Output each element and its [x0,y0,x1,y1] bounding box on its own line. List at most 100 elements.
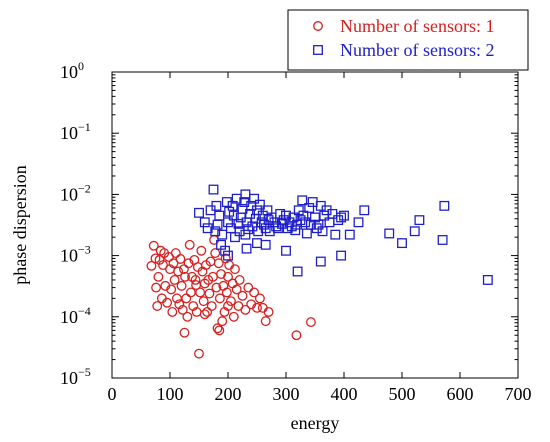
data-point [397,238,407,249]
data-point [223,250,233,261]
y-tick-label: 10−5 [60,365,91,388]
data-point [174,299,185,310]
legend-label-series-2: Number of sensors: 2 [340,40,494,60]
data-point [173,266,184,277]
data-point [252,238,262,249]
data-point [223,217,233,228]
x-tick-label: 300 [273,384,300,404]
data-point [168,258,179,269]
data-point [240,229,251,240]
data-point [181,293,192,304]
data-point [290,225,301,236]
data-points [146,184,493,359]
legend-marker-series-1 [313,21,323,31]
data-point [194,348,204,359]
data-point [151,282,162,293]
data-point [353,217,364,228]
data-point [206,301,217,311]
data-point [191,280,202,291]
x-tick-label: 600 [447,384,474,404]
data-point [301,228,312,239]
data-point [311,223,322,234]
data-point [243,282,254,293]
data-point [281,245,291,256]
data-point [271,221,282,232]
data-point [310,212,320,223]
data-point [172,293,182,304]
data-point [260,239,271,250]
data-point [214,325,225,336]
data-point [204,288,215,299]
data-point [298,210,309,221]
data-point [183,258,194,269]
data-point [177,304,188,315]
x-tick-label: 100 [157,384,184,404]
data-point [180,271,191,282]
data-point [225,296,236,307]
data-point [241,243,252,254]
data-point [166,284,177,295]
data-point [291,330,302,341]
x-tick-label: 400 [331,384,358,404]
data-point [187,271,197,282]
x-tick-label: 700 [505,384,532,404]
data-point [260,316,271,327]
data-point [199,278,210,289]
data-point [195,287,206,298]
data-point [437,235,448,245]
data-point [199,309,210,320]
data-point [228,311,239,322]
data-point [257,302,268,313]
y-tick-label: 100 [60,59,84,82]
data-point [210,248,221,259]
data-point [211,282,222,293]
data-point [317,226,328,237]
data-point [213,258,224,269]
data-point [336,212,347,223]
data-point [482,275,493,285]
data-point [212,219,223,230]
data-point [254,293,265,304]
data-point [196,245,207,256]
data-point [300,217,311,228]
legend-label-series-1: Number of sensors: 1 [340,16,494,36]
data-point [254,199,265,210]
data-point [409,226,420,237]
data-point [153,271,164,282]
data-point [217,229,228,240]
data-point [179,327,190,338]
data-point [216,269,226,279]
data-point [198,296,209,307]
data-point [384,228,395,239]
data-point [307,197,318,207]
data-point [336,250,347,261]
data-point [275,208,286,219]
data-point [212,323,223,334]
data-point [202,223,213,234]
data-point [344,229,355,240]
data-point [230,264,240,275]
data-point [202,307,213,317]
data-point [217,316,228,327]
x-tick-label: 0 [108,384,117,404]
data-point [237,290,248,301]
data-point [167,307,178,317]
x-axis-ticks: 0 100 200 300 400 500 600 700 [108,72,532,404]
data-point [315,256,326,267]
data-point [176,280,187,291]
x-tick-label: 200 [215,384,242,404]
data-point [170,248,181,259]
data-point [146,260,157,271]
y-tick-label: 10−4 [60,304,91,327]
data-point [184,239,195,250]
x-axis-title: energy [291,413,340,433]
data-point [252,205,262,216]
data-point [263,215,274,226]
data-point [321,205,332,216]
series-2 [194,184,493,285]
data-point [214,293,225,304]
data-point [152,301,163,311]
legend-marker-series-2 [313,45,323,55]
data-point [223,301,233,311]
